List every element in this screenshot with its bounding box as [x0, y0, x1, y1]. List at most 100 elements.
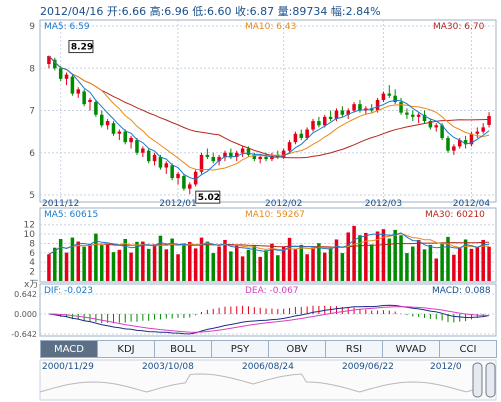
vol-unit-label: x万 [24, 280, 39, 290]
volume-bar [317, 243, 321, 281]
candle-body [346, 110, 350, 115]
candle-body [53, 59, 57, 69]
tab-psy[interactable]: PSY [211, 340, 269, 358]
candle-body [393, 95, 397, 103]
candle-body [381, 93, 386, 100]
timeline-history-line [39, 373, 477, 393]
candle-body [105, 121, 110, 126]
candle-body [387, 93, 392, 96]
volume-bar [99, 245, 104, 281]
volume-ma30-line [48, 241, 490, 255]
volume-ma5-line [48, 232, 490, 255]
low-marker: 5.02 [198, 193, 220, 203]
volume-bar [223, 239, 227, 281]
volume-bar [158, 235, 163, 281]
volume-bar [422, 249, 427, 281]
volume-bar [428, 244, 433, 281]
candle-body [211, 156, 216, 162]
volume-bar [364, 232, 368, 281]
tab-rsi[interactable]: RSI [325, 340, 383, 358]
price-x-tick: 2012/03 [365, 199, 402, 209]
candle-body [135, 140, 139, 153]
tab-kdj[interactable]: KDJ [97, 340, 155, 358]
volume-bar [270, 243, 274, 281]
candle-body [475, 131, 480, 134]
tab-wvad[interactable]: WVAD [382, 340, 440, 358]
candle-body [205, 154, 210, 157]
tab-cci[interactable]: CCI [439, 340, 497, 358]
volume-bar [176, 254, 180, 281]
candle-body [293, 133, 298, 143]
candle-body [47, 55, 51, 65]
high-marker-box [68, 40, 94, 54]
candle-body [240, 148, 245, 153]
volume-bar [188, 241, 192, 281]
macd-y-tick: 0.642 [14, 290, 37, 299]
volume-bar [53, 247, 57, 281]
volume-bar [47, 254, 51, 281]
candle-body [287, 142, 292, 151]
candle-body [64, 74, 69, 79]
volume-bar [381, 229, 386, 281]
range-right-handle [485, 362, 496, 398]
volume-bar [487, 246, 491, 281]
volume-bar [205, 241, 210, 281]
tab-macd[interactable]: MACD [40, 340, 98, 358]
volume-bar [440, 243, 444, 281]
volume-bar [70, 237, 75, 281]
volume-bar [322, 252, 327, 281]
price-y-tick: 5 [29, 191, 35, 201]
volume-bar [340, 253, 345, 281]
volume-bar [258, 256, 262, 281]
range-left-handle [472, 362, 483, 398]
volume-bar [152, 244, 157, 281]
timeline-date: 2012/0 [430, 362, 462, 372]
ma30-line [48, 55, 490, 159]
volume-y-tick: 8 [29, 239, 35, 249]
candle-body [188, 184, 192, 189]
volume-bar [182, 243, 186, 281]
timeline-date: 2003/10/08 [142, 362, 194, 372]
volume-bar [352, 225, 356, 281]
volume-y-tick: 4 [29, 258, 35, 268]
candle-body [264, 156, 268, 160]
volume-bar [58, 239, 63, 281]
volume-bar [469, 248, 474, 281]
candle-body [405, 112, 409, 115]
volume-bar [375, 231, 380, 281]
volume-bar [457, 248, 462, 281]
volume-bar [463, 239, 468, 281]
volume-bar [299, 244, 304, 281]
low-marker-box [195, 190, 221, 204]
candle-body [70, 76, 75, 94]
volume-bar [393, 229, 397, 281]
volume-bar [287, 237, 292, 281]
volume-bar [281, 246, 286, 281]
volume-bar [129, 252, 133, 281]
macd-value-label: MACD: 0.088 [432, 286, 491, 296]
volume-bar [146, 248, 151, 281]
volume-bar [76, 241, 81, 281]
ma10-line [48, 55, 490, 171]
dea-line [48, 306, 490, 333]
price-x-tick: 2011/12 [42, 199, 79, 209]
volume-bar [446, 236, 450, 281]
candle-body [299, 133, 304, 138]
candle-body [305, 129, 309, 138]
main-ma5-label: MA5: 6.59 [44, 22, 90, 32]
volume-bar [346, 232, 350, 281]
tab-boll[interactable]: BOLL [154, 340, 212, 358]
volume-bar [369, 244, 374, 281]
volume-y-tick: 2 [29, 268, 35, 278]
candle-body [176, 173, 180, 179]
volume-bar [452, 254, 456, 281]
main-ma30-label: MA30: 6.70 [433, 22, 485, 32]
volume-bar [399, 235, 403, 281]
volume-bar [411, 246, 415, 281]
volume-bar [141, 241, 145, 281]
candle-body [411, 114, 415, 117]
tab-obv[interactable]: OBV [268, 340, 326, 358]
candle-body [258, 156, 262, 160]
candle-body [182, 175, 186, 189]
main-ma10-label: MA10: 6.43 [245, 22, 297, 32]
